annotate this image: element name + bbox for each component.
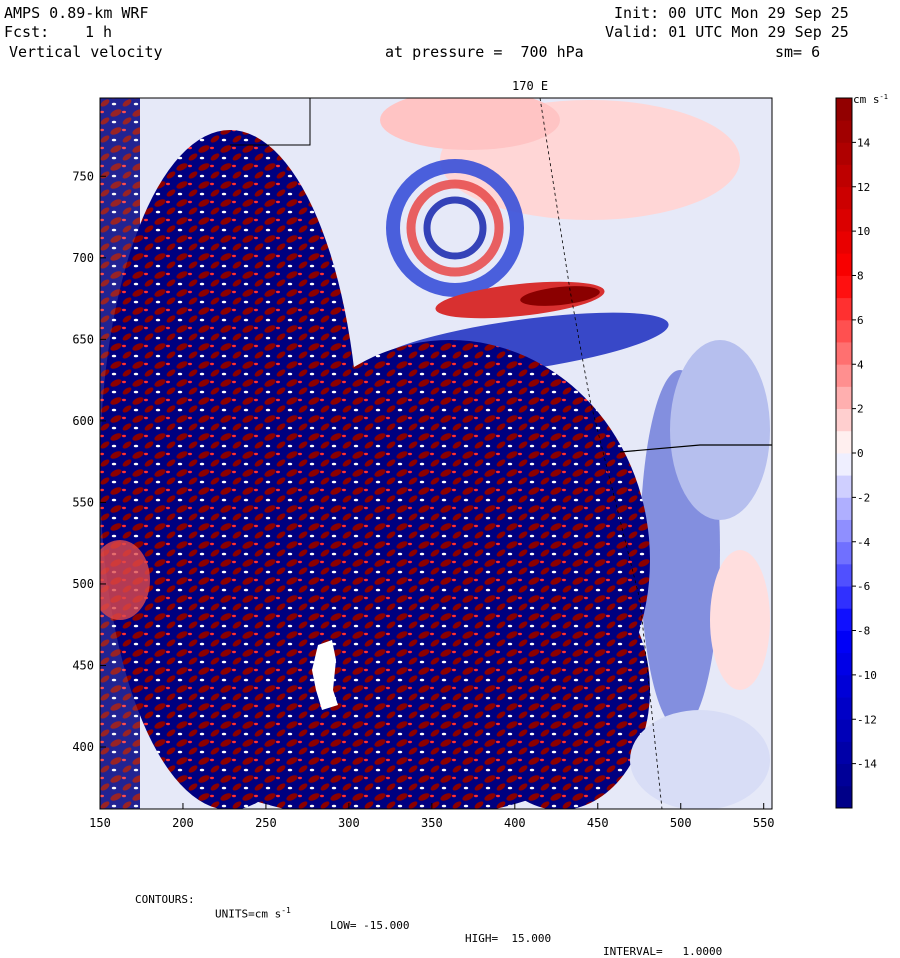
colorbar-swatch — [836, 342, 852, 365]
colorbar-swatch — [836, 120, 852, 143]
colorbar-swatch — [836, 253, 852, 276]
colorbar-units: cm s-1 — [853, 93, 888, 106]
y-tick-label: 400 — [72, 740, 94, 754]
y-tick-label: 500 — [72, 577, 94, 591]
colorbar-swatch — [836, 608, 852, 631]
x-axis: 150 200 250 300 350 400 450 500 550 — [89, 803, 775, 830]
colorbar-swatch — [836, 142, 852, 165]
colorbar-swatch — [836, 319, 852, 343]
colorbar-swatch — [836, 430, 852, 454]
colorbar-label: -2 — [857, 491, 870, 504]
colorbar-label: -14 — [857, 758, 877, 771]
x-tick-label: 550 — [753, 816, 775, 830]
y-tick-label: 750 — [72, 169, 94, 183]
colorbar-swatch — [836, 586, 852, 609]
colorbar-swatch — [836, 497, 852, 520]
colorbar-swatch — [836, 408, 852, 432]
colorbar-swatch — [836, 98, 852, 121]
forecast-value: 1 h — [85, 23, 113, 41]
colorbar-label: 10 — [857, 225, 870, 238]
y-axis: 750 700 650 600 550 500 450 400 — [72, 169, 106, 754]
colorbar-swatch — [836, 386, 852, 410]
colorbar-swatch — [836, 364, 852, 387]
smoothing-value: sm= 6 — [775, 43, 821, 61]
footer-interval: INTERVAL= 1.0000 — [603, 945, 723, 958]
colorbar-swatch — [836, 674, 852, 698]
colorbar-swatch — [836, 785, 852, 809]
y-tick-label: 550 — [72, 495, 94, 509]
colorbar-swatch — [836, 297, 852, 321]
colorbar-swatch — [836, 453, 852, 476]
colorbar-swatch — [836, 164, 852, 188]
colorbar-label: -6 — [857, 580, 870, 593]
colorbar-swatch — [836, 652, 852, 676]
colorbar-label: 8 — [857, 270, 864, 283]
footer-high: HIGH= 15.000 — [465, 932, 552, 945]
y-tick-label: 450 — [72, 658, 94, 672]
pressure-level: at pressure = 700 hPa — [385, 43, 584, 61]
colorbar-label: -8 — [857, 625, 870, 638]
meridian-label: 170 E — [512, 79, 548, 93]
init-time: Init: 00 UTC Mon 29 Sep 25 — [614, 4, 849, 22]
plot-frame — [99, 97, 773, 810]
colorbar-label: 14 — [857, 136, 871, 149]
forecast-label: Fcst: — [4, 23, 50, 41]
y-tick-label: 700 — [72, 251, 94, 265]
valid-time: Valid: 01 UTC Mon 29 Sep 25 — [605, 23, 849, 41]
colorbar-label: 0 — [857, 447, 864, 460]
colorbar-swatch — [836, 475, 852, 498]
x-tick-label: 150 — [89, 816, 111, 830]
colorbar-swatch — [836, 630, 852, 654]
x-tick-label: 350 — [421, 816, 443, 830]
colorbar-swatch — [836, 208, 852, 232]
colorbar-label: -4 — [857, 536, 871, 549]
colorbar-swatch — [836, 563, 852, 587]
colorbar-label: 4 — [857, 358, 864, 371]
model-title: AMPS 0.89-km WRF — [4, 4, 149, 22]
colorbar-swatch — [836, 741, 852, 765]
y-tick-label: 650 — [72, 332, 94, 346]
colorbar-swatch — [836, 719, 852, 742]
footer-low: LOW= -15.000 — [330, 919, 410, 932]
x-tick-label: 250 — [255, 816, 277, 830]
colorbar: 14 12 10 8 6 4 2 0 -2 -4 -6 -8 -10 -12 -14 — [835, 97, 877, 809]
colorbar-swatch — [836, 186, 852, 210]
colorbar-label: 2 — [857, 403, 864, 416]
colorbar-label: -10 — [857, 669, 877, 682]
colorbar-label: 6 — [857, 314, 864, 327]
colorbar-swatch — [836, 275, 852, 299]
footer-units: UNITS=cm s-1 — [215, 906, 291, 921]
vertical-velocity-field — [100, 98, 772, 809]
colorbar-swatch — [836, 541, 852, 565]
map-figure: 170 E 150 200 250 300 350 400 450 500 550 750 700… — [72, 79, 888, 830]
contour-footer: CONTOURS: UNITS=cm s-1 LOW= -15.000 HIGH… — [0, 880, 900, 958]
colorbar-label: 12 — [857, 181, 870, 194]
x-tick-label: 450 — [587, 816, 609, 830]
colorbar-swatch — [836, 519, 852, 543]
x-tick-label: 300 — [338, 816, 360, 830]
colorbar-swatch — [836, 697, 852, 720]
x-tick-label: 200 — [172, 816, 194, 830]
y-tick-label: 600 — [72, 414, 94, 428]
colorbar-swatch — [836, 231, 852, 254]
variable-name: Vertical velocity — [9, 43, 163, 61]
x-tick-label: 400 — [504, 816, 526, 830]
x-tick-label: 500 — [670, 816, 692, 830]
colorbar-swatch — [836, 763, 852, 787]
colorbar-label: -12 — [857, 713, 877, 726]
